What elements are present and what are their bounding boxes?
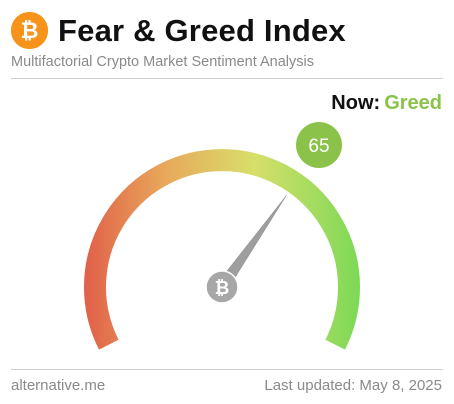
now-value: Greed (384, 92, 442, 114)
source-label: alternative.me (11, 377, 106, 394)
gauge-value: 65 (308, 136, 329, 157)
bitcoin-logo-icon: ₿ (11, 12, 48, 49)
page-title: Fear & Greed Index (58, 13, 346, 48)
last-updated: Last updated: May 8, 2025 (264, 377, 442, 394)
now-label: Now: (331, 92, 381, 114)
value-badge: 65 (296, 122, 342, 168)
gauge-hub: ₿ (205, 270, 239, 304)
page-subtitle: Multifactorial Crypto Market Sentiment A… (11, 54, 314, 70)
hub-bitcoin-icon: ₿ (215, 278, 230, 298)
bitcoin-icon: ₿ (11, 12, 48, 49)
header-divider (11, 78, 443, 79)
gauge-arc (84, 149, 360, 350)
svg-text:₿: ₿ (21, 18, 39, 43)
footer-divider (11, 369, 443, 370)
current-sentiment: Now: Greed (331, 90, 442, 116)
